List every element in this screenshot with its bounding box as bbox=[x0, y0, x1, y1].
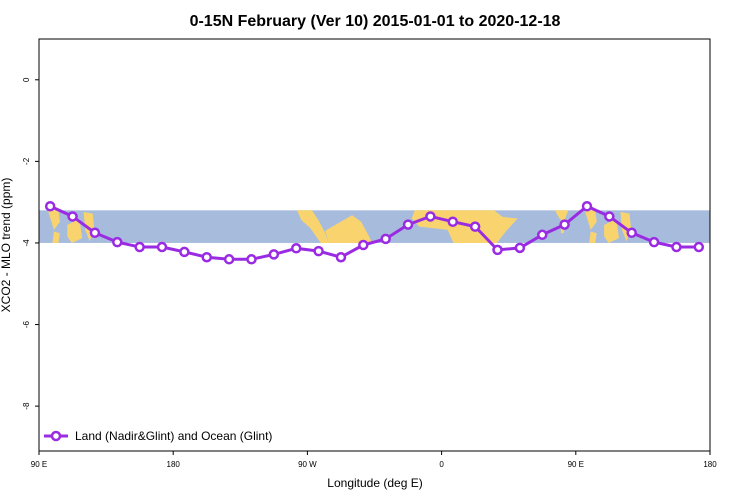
land-mainland-sea-1 bbox=[584, 210, 597, 230]
data-point bbox=[358, 239, 369, 251]
land-central-america bbox=[297, 210, 329, 243]
x-tick-label: 90 E bbox=[31, 460, 47, 469]
data-point bbox=[671, 241, 682, 253]
y-axis: 0 -2 -4 -6 -8 bbox=[22, 77, 39, 410]
land-peninsula-0 bbox=[52, 231, 60, 243]
x-tick-label: 180 bbox=[703, 460, 717, 469]
ocean-band bbox=[39, 210, 710, 243]
x-tick-label: 0 bbox=[439, 460, 444, 469]
data-point bbox=[201, 251, 212, 263]
data-point bbox=[268, 249, 280, 260]
plot-frame bbox=[38, 38, 711, 452]
legend: Land (Nadir&Glint) and Ocean (Glint) bbox=[44, 429, 272, 443]
data-point bbox=[134, 241, 145, 253]
data-point bbox=[67, 211, 78, 222]
data-point bbox=[537, 229, 548, 241]
data-point bbox=[648, 236, 660, 248]
legend-marker-swatch bbox=[50, 430, 62, 442]
data-point bbox=[402, 219, 414, 230]
data-point bbox=[492, 244, 503, 256]
x-tick-label: 90 W bbox=[298, 460, 317, 469]
data-point bbox=[626, 227, 637, 239]
land-peninsula-1 bbox=[589, 231, 597, 243]
x-axis: 90 E 180 90 W 0 90 E 180 bbox=[31, 451, 717, 469]
y-tick-label: -2 bbox=[22, 157, 31, 165]
y-tick-label: 0 bbox=[22, 77, 31, 82]
data-point bbox=[290, 243, 302, 254]
data-point bbox=[514, 242, 526, 254]
plot-area: 90 E 180 90 W 0 90 E 180 0 -2 -4 -6 -8 bbox=[22, 38, 717, 469]
chart-title: 0-15N February (Ver 10) 2015-01-01 to 20… bbox=[190, 13, 561, 30]
data-point bbox=[156, 241, 168, 253]
data-point bbox=[223, 254, 235, 265]
data-point bbox=[89, 227, 101, 239]
y-tick-label: -6 bbox=[22, 320, 31, 328]
y-tick-label: -8 bbox=[22, 402, 31, 410]
x-tick-label: 180 bbox=[167, 460, 181, 469]
land-borneo-0 bbox=[67, 218, 83, 243]
data-point bbox=[313, 245, 324, 257]
world-map-band bbox=[39, 210, 710, 243]
legend-label: Land (Nadir&Glint) and Ocean (Glint) bbox=[75, 429, 272, 443]
data-point bbox=[693, 241, 705, 253]
land-mainland-sea-0 bbox=[47, 210, 60, 230]
y-axis-title: XCO2 - MLO trend (ppm) bbox=[0, 178, 13, 313]
data-point bbox=[581, 200, 593, 212]
data-point bbox=[335, 251, 347, 263]
x-tick-label: 90 E bbox=[568, 460, 584, 469]
x-axis-title: Longitude (deg E) bbox=[327, 476, 422, 490]
land-south-america bbox=[325, 215, 372, 243]
data-point bbox=[179, 246, 190, 258]
data-point bbox=[246, 254, 257, 265]
land-borneo-1 bbox=[604, 218, 619, 243]
land-india bbox=[554, 210, 569, 222]
data-point bbox=[559, 219, 570, 230]
data-point bbox=[44, 200, 56, 212]
data-point bbox=[447, 216, 459, 227]
data-point bbox=[425, 211, 436, 222]
data-point bbox=[604, 211, 615, 222]
data-point bbox=[469, 221, 481, 232]
data-point bbox=[380, 233, 391, 245]
y-tick-label: -4 bbox=[22, 239, 31, 247]
series-layer bbox=[44, 200, 705, 265]
data-point bbox=[112, 236, 123, 248]
